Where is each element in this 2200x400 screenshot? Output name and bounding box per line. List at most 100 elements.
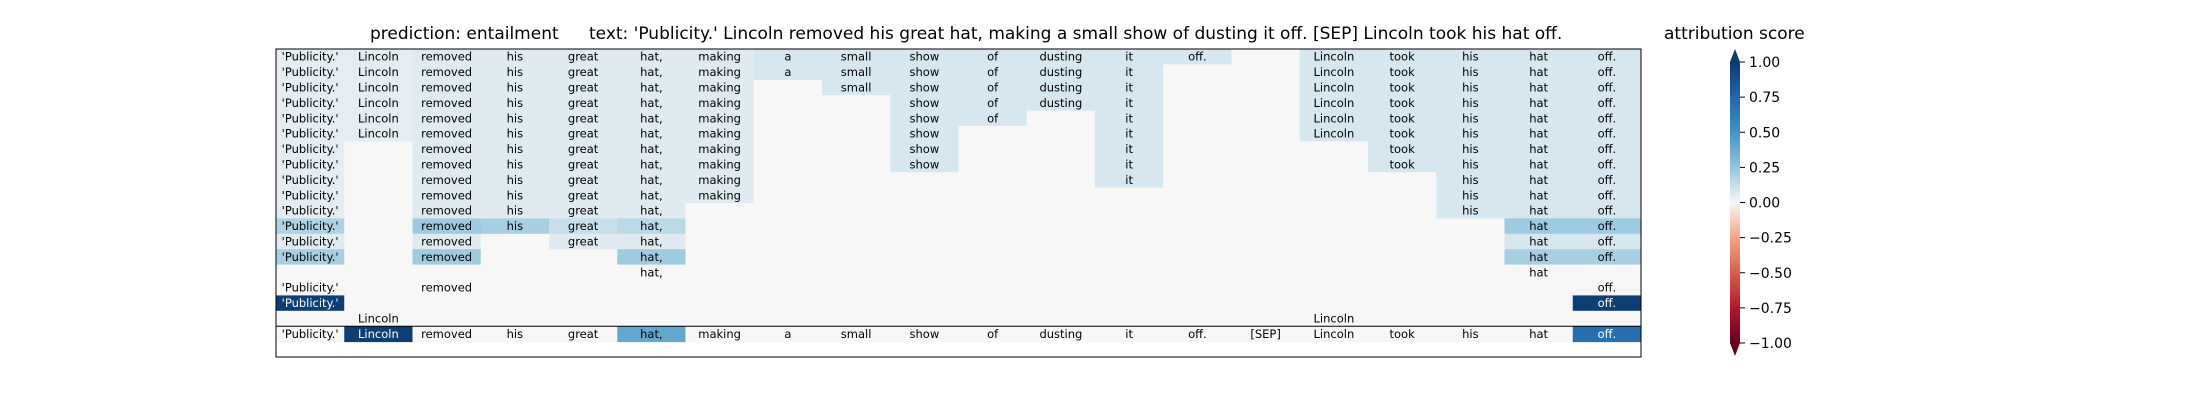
heat-token-r1-c6: making [698, 65, 741, 79]
heat-cell-r2-c13 [1163, 79, 1232, 96]
heat-cell-r6-c10 [958, 141, 1028, 158]
heat-token-r6-c2: removed [421, 142, 472, 156]
heat-token-r2-c12: it [1125, 81, 1133, 95]
heat-cell-r6-c2 [412, 141, 482, 158]
heat-cell-r2-c4 [549, 79, 618, 96]
heat-cell-r11-c17 [1436, 218, 1505, 235]
heat-cell-r3-c5 [617, 95, 686, 112]
summary-cell-c9 [890, 326, 959, 343]
heat-cell-r9-c3 [480, 187, 550, 204]
heat-token-r9-c18: hat [1529, 188, 1548, 202]
heat-token-r3-c0: 'Publicity.' [282, 96, 339, 110]
heat-token-r11-c5: hat, [640, 219, 663, 233]
heat-token-r7-c5: hat, [640, 158, 663, 172]
heat-token-r17-c1: Lincoln [358, 312, 399, 326]
heat-cell-r7-c19 [1572, 156, 1642, 173]
heat-token-r4-c4: great [568, 111, 599, 125]
heat-cell-r10-c10 [958, 203, 1028, 219]
heat-cell-r9-c14 [1231, 187, 1301, 204]
heat-cell-r1-c0 [276, 64, 345, 81]
heat-cell-r11-c15 [1299, 218, 1369, 235]
heat-cell-r13-c0 [276, 249, 345, 266]
heat-cell-r14-c19 [1572, 264, 1642, 281]
heat-cell-r3-c0 [276, 95, 345, 112]
heat-token-r6-c16: took [1390, 142, 1416, 156]
heat-cell-r3-c9 [890, 95, 959, 112]
heat-token-r8-c19: off. [1598, 173, 1617, 187]
heat-cell-r15-c13 [1163, 280, 1232, 296]
summary-cell-c8 [822, 326, 891, 343]
heat-cell-r0-c0 [276, 49, 345, 65]
heat-token-r2-c16: took [1390, 81, 1416, 95]
heat-token-r1-c16: took [1390, 65, 1416, 79]
heat-cell-r15-c17 [1436, 280, 1505, 296]
heat-cell-r16-c12 [1095, 295, 1164, 312]
heat-cell-r6-c15 [1299, 141, 1369, 158]
heat-cell-r6-c13 [1163, 141, 1232, 158]
heat-cell-r0-c13 [1163, 49, 1232, 65]
heat-token-r10-c17: his [1462, 204, 1478, 218]
heat-cell-r3-c7 [753, 95, 823, 112]
heat-token-r9-c3: his [507, 188, 523, 202]
heat-cell-r7-c9 [890, 156, 959, 173]
colorbar-tick-label: −0.25 [1749, 231, 1792, 247]
heat-token-r3-c12: it [1125, 96, 1133, 110]
heat-cell-r16-c5 [617, 295, 686, 312]
heat-cell-r17-c6 [685, 310, 755, 327]
heat-cell-r1-c3 [480, 64, 550, 81]
summary-token-c10: of [987, 327, 999, 341]
heat-cell-r14-c6 [685, 264, 755, 281]
heat-cell-r2-c0 [276, 79, 345, 96]
heat-cell-r6-c4 [549, 141, 618, 158]
heat-cell-r9-c5 [617, 187, 686, 204]
heat-cell-r12-c5 [617, 233, 686, 250]
summary-token-c4: great [568, 327, 599, 341]
heat-cell-r1-c10 [958, 64, 1028, 81]
heat-cell-r13-c17 [1436, 249, 1505, 266]
heat-token-r7-c6: making [698, 158, 741, 172]
heat-token-r11-c4: great [568, 219, 599, 233]
heat-cell-r15-c11 [1026, 280, 1096, 296]
heat-cell-r12-c14 [1231, 233, 1301, 250]
heat-cell-r13-c12 [1095, 249, 1164, 266]
heat-token-r13-c19: off. [1598, 250, 1617, 264]
heat-cell-r4-c2 [412, 110, 482, 127]
heat-token-r2-c9: show [910, 81, 940, 95]
heat-token-r3-c2: removed [421, 96, 472, 110]
heat-cell-r13-c15 [1299, 249, 1369, 266]
heat-cell-r0-c10 [958, 49, 1028, 65]
heat-token-r5-c19: off. [1598, 127, 1617, 141]
colorbar-tick-label: 1.00 [1749, 55, 1780, 71]
heat-token-r0-c6: making [698, 50, 741, 64]
heat-token-r0-c19: off. [1598, 50, 1617, 64]
heat-token-r12-c19: off. [1598, 235, 1617, 249]
heat-cell-r11-c6 [685, 218, 755, 235]
heat-cell-r11-c19 [1572, 218, 1642, 235]
heat-cell-r7-c10 [958, 156, 1028, 173]
heat-token-r1-c0: 'Publicity.' [282, 65, 339, 79]
heat-cell-r3-c18 [1504, 95, 1574, 112]
colorbar-title: attribution score [1664, 24, 1805, 44]
heat-cell-r15-c1 [344, 280, 413, 296]
heat-token-r3-c9: show [910, 96, 940, 110]
heat-token-r16-c19: off. [1598, 296, 1617, 310]
heat-cell-r11-c18 [1504, 218, 1574, 235]
heat-token-r10-c18: hat [1529, 204, 1548, 218]
heat-cell-r4-c8 [822, 110, 891, 127]
heat-cell-r16-c15 [1299, 295, 1369, 312]
summary-token-c19: off. [1598, 327, 1617, 341]
heat-token-r9-c4: great [568, 188, 599, 202]
heat-cell-r6-c3 [480, 141, 550, 158]
heat-token-r0-c16: took [1390, 50, 1416, 64]
heat-token-r3-c3: his [507, 96, 523, 110]
heat-cell-r17-c16 [1368, 310, 1437, 327]
text-label: text: 'Publicity.' Lincoln removed his g… [589, 24, 1562, 44]
heat-cell-r17-c0 [276, 310, 345, 327]
summary-cell-c12 [1095, 326, 1164, 343]
heat-cell-r15-c12 [1095, 280, 1164, 296]
heat-cell-r17-c9 [890, 310, 959, 327]
heat-cell-r16-c6 [685, 295, 755, 312]
heat-token-r1-c1: Lincoln [358, 65, 399, 79]
heat-cell-r16-c1 [344, 295, 413, 312]
heat-token-r9-c0: 'Publicity.' [282, 188, 339, 202]
